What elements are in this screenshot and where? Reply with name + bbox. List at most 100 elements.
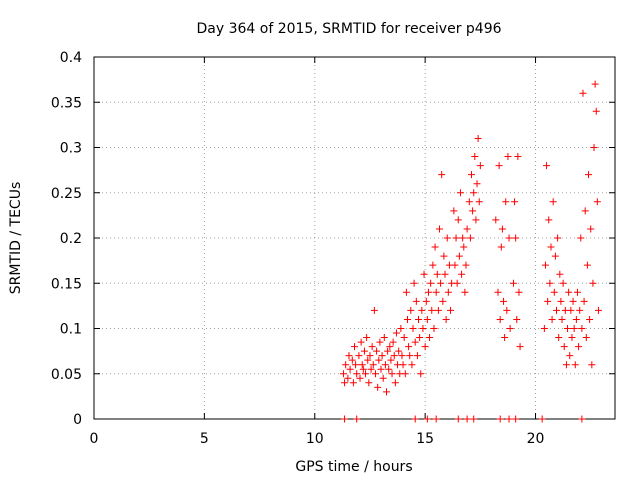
data-point	[454, 415, 462, 423]
data-point	[423, 315, 431, 323]
data-point	[341, 379, 349, 387]
data-point	[374, 383, 382, 391]
data-point	[581, 207, 589, 215]
data-point	[362, 370, 370, 378]
y-axis-label: SRMTID / TECUs	[8, 182, 24, 295]
data-point	[546, 279, 554, 287]
data-point	[443, 234, 451, 242]
data-point	[345, 352, 353, 360]
data-point	[453, 279, 461, 287]
data-point	[358, 361, 366, 369]
data-point	[590, 144, 598, 151]
data-point	[367, 365, 375, 373]
tick-labels: 0 5 10 15 20 0 0.05 0.1 0.15 0.2 0.25 0.3 0.35 0.4	[51, 50, 545, 447]
data-point	[496, 315, 504, 323]
x-tick-label: 20	[527, 431, 545, 447]
data-point	[580, 297, 588, 305]
data-point	[421, 343, 429, 351]
x-tick-label: 5	[200, 431, 209, 447]
data-point	[353, 415, 361, 423]
data-point	[571, 361, 579, 369]
data-point	[501, 334, 509, 342]
data-point	[470, 415, 478, 423]
data-point	[433, 270, 441, 278]
data-point	[516, 343, 524, 351]
data-point	[502, 198, 510, 206]
data-point	[420, 270, 428, 278]
data-point	[432, 288, 440, 296]
data-point	[428, 306, 436, 314]
data-point	[388, 370, 396, 378]
data-point	[503, 306, 511, 314]
data-point	[458, 270, 466, 278]
data-point	[434, 306, 442, 314]
data-point	[386, 343, 394, 351]
data-point	[377, 365, 385, 373]
data-point	[557, 297, 565, 305]
data-point	[591, 80, 599, 88]
data-point	[466, 234, 474, 242]
data-point	[381, 361, 389, 369]
data-point	[346, 365, 354, 373]
data-point	[460, 243, 468, 251]
x-axis-label: GPS time / hours	[295, 459, 412, 475]
data-point	[496, 415, 504, 423]
data-point	[355, 352, 363, 360]
data-point	[349, 379, 357, 387]
data-point	[556, 270, 564, 278]
data-point	[415, 315, 423, 323]
data-point	[384, 347, 392, 355]
y-tick-label: 0.35	[51, 95, 82, 111]
data-point	[409, 325, 417, 332]
data-point	[427, 279, 435, 287]
data-point	[577, 234, 585, 242]
data-point	[376, 338, 384, 346]
data-point	[365, 379, 373, 387]
data-point	[437, 279, 445, 287]
data-point	[411, 415, 419, 423]
y-tick-label: 0.05	[51, 367, 82, 383]
data-point	[352, 361, 360, 369]
data-point	[379, 374, 387, 382]
data-point	[547, 243, 555, 251]
data-point	[444, 288, 452, 296]
data-point	[586, 315, 594, 323]
data-point	[566, 352, 574, 360]
data-point	[575, 343, 583, 351]
data-point	[565, 288, 573, 296]
data-point	[578, 325, 586, 332]
data-point	[423, 415, 431, 423]
data-point	[399, 361, 407, 369]
data-point	[471, 153, 479, 161]
data-point	[360, 347, 368, 355]
data-point	[450, 207, 458, 215]
data-point	[570, 325, 578, 332]
data-point	[582, 334, 590, 342]
data-point	[472, 216, 480, 224]
x-tick-label: 0	[90, 431, 99, 447]
data-point	[459, 234, 467, 242]
data-point	[544, 297, 552, 305]
data-point	[579, 89, 587, 97]
data-point	[424, 288, 432, 296]
data-point	[593, 198, 601, 206]
data-point	[389, 338, 397, 346]
data-point	[594, 306, 602, 314]
data-point	[398, 352, 406, 360]
data-point	[356, 374, 364, 382]
data-point	[573, 288, 581, 296]
data-point	[364, 356, 372, 364]
data-point	[511, 198, 519, 206]
data-point	[419, 325, 427, 332]
data-point	[585, 171, 593, 179]
data-point	[402, 288, 410, 296]
data-points	[339, 80, 602, 423]
data-point	[438, 171, 446, 179]
data-point	[576, 306, 584, 314]
data-point	[474, 134, 482, 142]
data-point	[465, 198, 473, 206]
data-point	[473, 180, 481, 188]
data-point	[411, 338, 419, 346]
data-point	[541, 261, 549, 269]
